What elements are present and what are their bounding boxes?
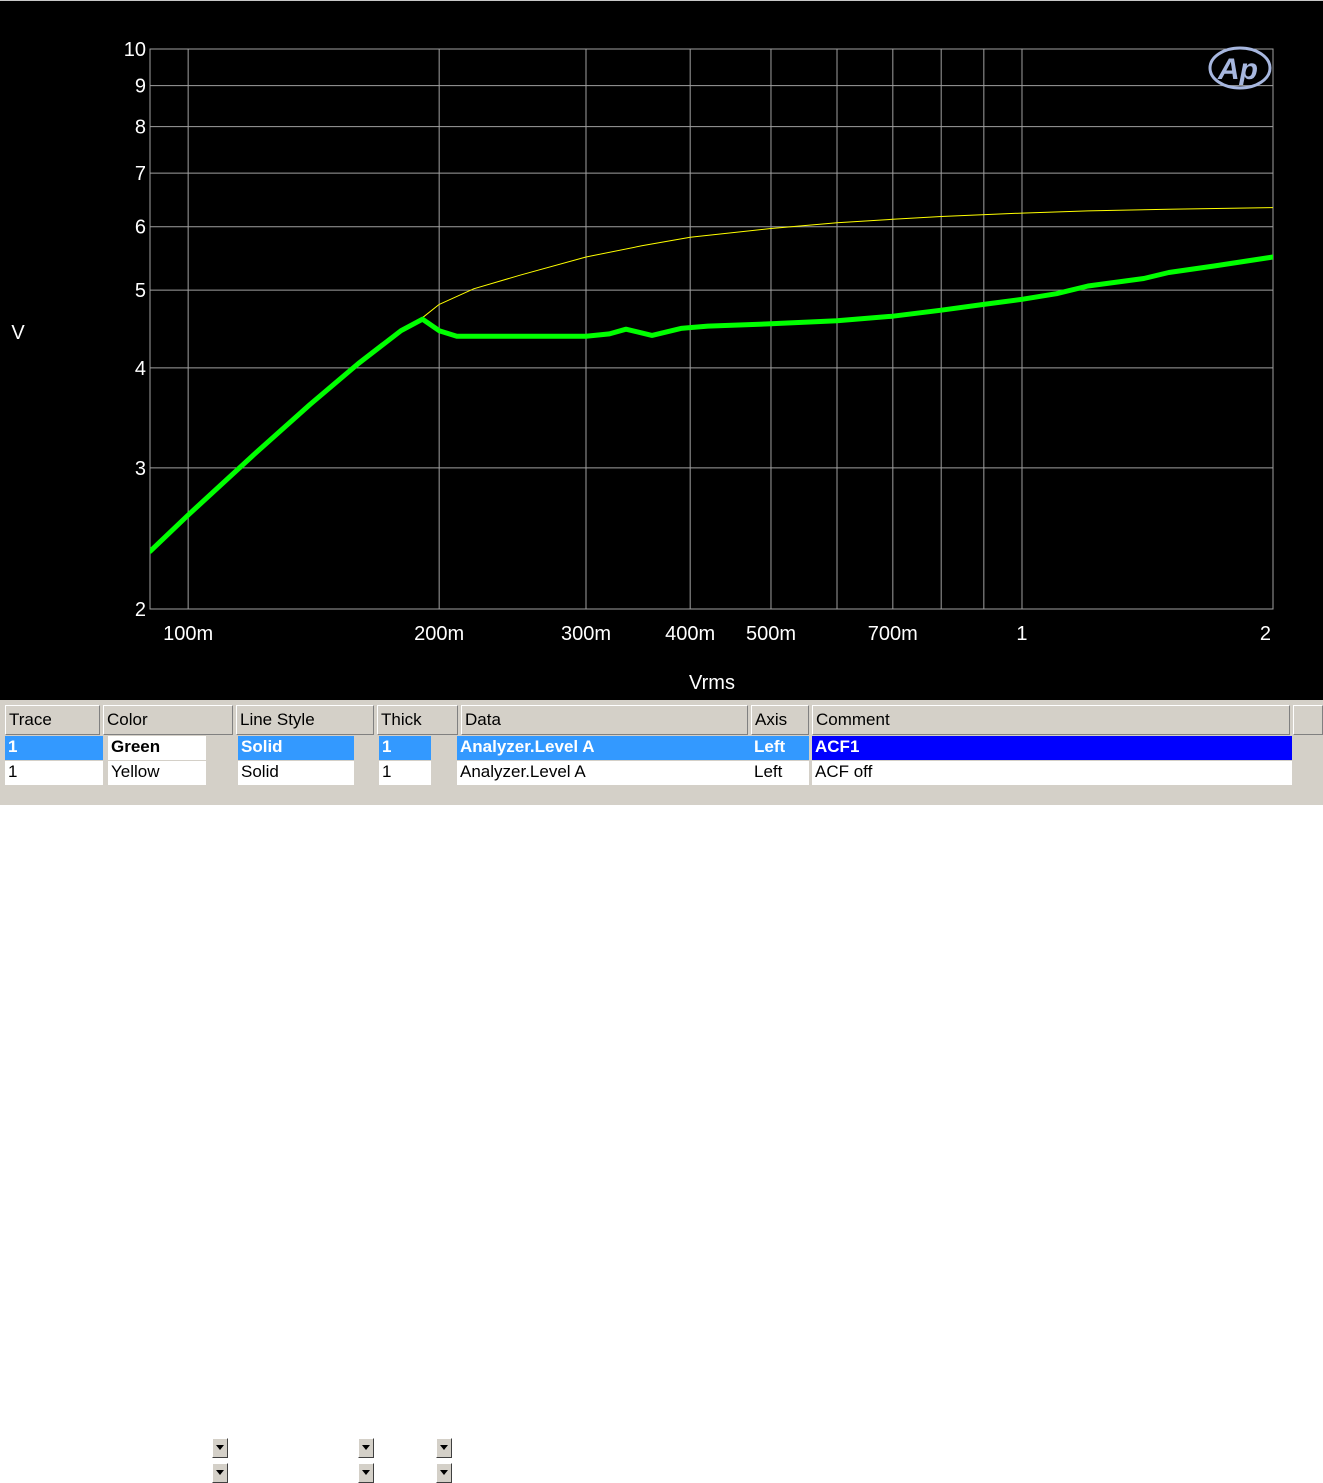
y-tick-label: 8 [135, 117, 146, 139]
y-tick-label: 10 [124, 39, 146, 61]
x-axis-title: Vrms [689, 672, 735, 694]
header-thick[interactable]: Thick [377, 705, 458, 735]
row1-thick[interactable]: 1 [379, 736, 431, 760]
row2-thick[interactable]: 1 [379, 761, 431, 785]
row1-line-style-dropdown[interactable] [358, 1438, 374, 1458]
row1-data[interactable]: Analyzer.Level A [457, 736, 751, 760]
trace-legend-table: Trace Color Line Style Thick Data Axis C… [0, 700, 1323, 1483]
row1-line-style[interactable]: Solid [238, 736, 354, 760]
row2-data[interactable]: Analyzer.Level A [457, 761, 751, 785]
y-tick-label: 6 [135, 217, 146, 239]
row2-thick-dropdown[interactable] [436, 1463, 452, 1483]
row1-color-dropdown[interactable] [212, 1438, 228, 1458]
x-tick-label: 300m [561, 623, 611, 645]
header-data[interactable]: Data [461, 705, 748, 735]
header-comment[interactable]: Comment [812, 705, 1290, 735]
plot-frame [149, 48, 1274, 610]
row1-color[interactable]: Green [108, 736, 206, 760]
row1-comment[interactable]: ACF1 [812, 736, 1292, 760]
row1-axis[interactable]: Left [751, 736, 809, 760]
x-tick-label: 2 [1260, 623, 1271, 645]
ap-logo-icon: Ap [1208, 46, 1272, 90]
y-axis-title: V [11, 322, 25, 344]
row2-line-style[interactable]: Solid [238, 761, 354, 785]
y-tick-label: 7 [135, 163, 146, 185]
row2-axis[interactable]: Left [751, 761, 809, 785]
y-tick-label: 5 [135, 280, 146, 302]
x-tick-label: 100m [163, 623, 213, 645]
header-color[interactable]: Color [103, 705, 233, 735]
x-tick-label: 500m [746, 623, 796, 645]
row1-thick-dropdown[interactable] [436, 1438, 452, 1458]
x-tick-label: 400m [665, 623, 715, 645]
row2-color-dropdown[interactable] [212, 1463, 228, 1483]
y-tick-label: 3 [135, 458, 146, 480]
x-tick-label: 200m [414, 623, 464, 645]
chart-plot: 100m 200m 300m 400m 500m 700m 1 2 2 3 4 5 6 7 8 9 10 Vrm… [11, 39, 1274, 694]
series-line-1 [150, 254, 1273, 554]
tick-label-layer: 100m 200m 300m 400m 500m 700m 1 2 2 3 4 5 6 7 8 9 10 [124, 39, 1271, 645]
series-layer [150, 207, 1273, 554]
y-tick-label: 4 [135, 358, 146, 380]
x-tick-label: 1 [1016, 623, 1027, 645]
row2-trace[interactable]: 1 [5, 761, 103, 785]
graph-panel: 100m 200m 300m 400m 500m 700m 1 2 2 3 4 5 6 7 8 9 10 Vrm… [0, 0, 1323, 700]
row2-comment[interactable]: ACF off [812, 761, 1292, 785]
row2-color[interactable]: Yellow [108, 761, 206, 785]
y-tick-label: 9 [135, 76, 146, 98]
svg-text:Ap: Ap [1217, 53, 1258, 86]
x-tick-label: 700m [868, 623, 918, 645]
y-tick-label: 2 [135, 599, 146, 621]
header-axis[interactable]: Axis [751, 705, 809, 735]
header-trace[interactable]: Trace [5, 705, 100, 735]
header-line-style[interactable]: Line Style [236, 705, 374, 735]
header-spacer [1293, 705, 1323, 735]
row1-trace[interactable]: 1 [5, 736, 103, 760]
row2-line-style-dropdown[interactable] [358, 1463, 374, 1483]
grid-layer [149, 48, 1274, 610]
series-line-0 [150, 207, 1273, 552]
